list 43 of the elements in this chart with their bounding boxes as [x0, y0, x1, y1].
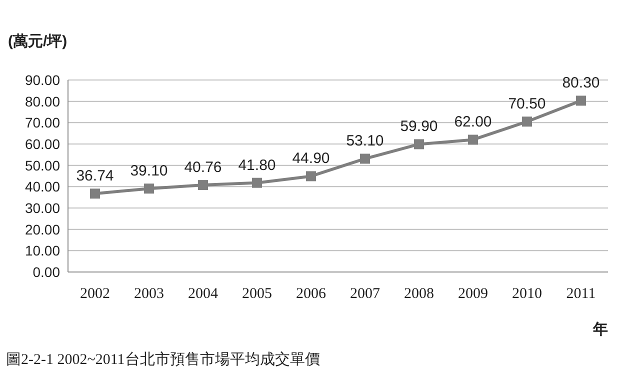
y-tick-label: 90.00 [24, 72, 60, 88]
x-tick-label: 2003 [134, 286, 164, 302]
data-label: 70.50 [508, 96, 546, 113]
data-label: 59.90 [400, 118, 438, 136]
data-label: 41.80 [238, 156, 276, 174]
y-tick-label: 10.00 [24, 242, 60, 259]
y-tick-label: 60.00 [24, 136, 60, 152]
point [306, 171, 316, 182]
x-tick-label: 2002 [80, 286, 110, 302]
y-tick-label: 80.00 [24, 93, 60, 110]
y-tick-label: 20.00 [24, 221, 60, 238]
x-tick-label: 2009 [458, 286, 488, 302]
data-label: 36.74 [76, 168, 114, 185]
data-label: 39.10 [130, 162, 168, 180]
data-label: 40.76 [184, 159, 222, 176]
point [414, 139, 424, 150]
caption: 圖2-2-1 2002~2011台北市預售市場平均成交單價 [6, 351, 320, 368]
x-tick-label: 2007 [350, 286, 380, 302]
data-label: 44.90 [292, 150, 330, 168]
x-axis-title: 年 [592, 321, 608, 338]
y-tick-label: 70.00 [24, 114, 60, 131]
y-tick-label: 0.00 [32, 264, 60, 280]
point [360, 154, 370, 164]
x-tick-label: 2004 [188, 286, 218, 302]
data-label: 62.00 [454, 114, 492, 131]
point [252, 178, 262, 188]
y-tick-label: 30.00 [24, 200, 60, 216]
point [198, 180, 208, 190]
x-tick-label: 2011 [566, 286, 596, 302]
x-tick-label: 2010 [512, 286, 542, 302]
point [90, 188, 100, 199]
point [576, 96, 586, 106]
y-tick-label: 40.00 [24, 178, 60, 195]
point [468, 134, 478, 145]
x-tick-label: 2008 [404, 286, 434, 302]
data-label: 53.10 [346, 132, 384, 150]
point [522, 116, 532, 127]
data-label: 80.30 [562, 74, 600, 92]
x-tick-label: 2006 [296, 286, 326, 302]
point [144, 184, 154, 194]
y-axis-title: (萬元/坪) [8, 33, 68, 50]
y-tick-label: 50.00 [24, 157, 60, 174]
x-tick-label: 2005 [242, 286, 272, 302]
